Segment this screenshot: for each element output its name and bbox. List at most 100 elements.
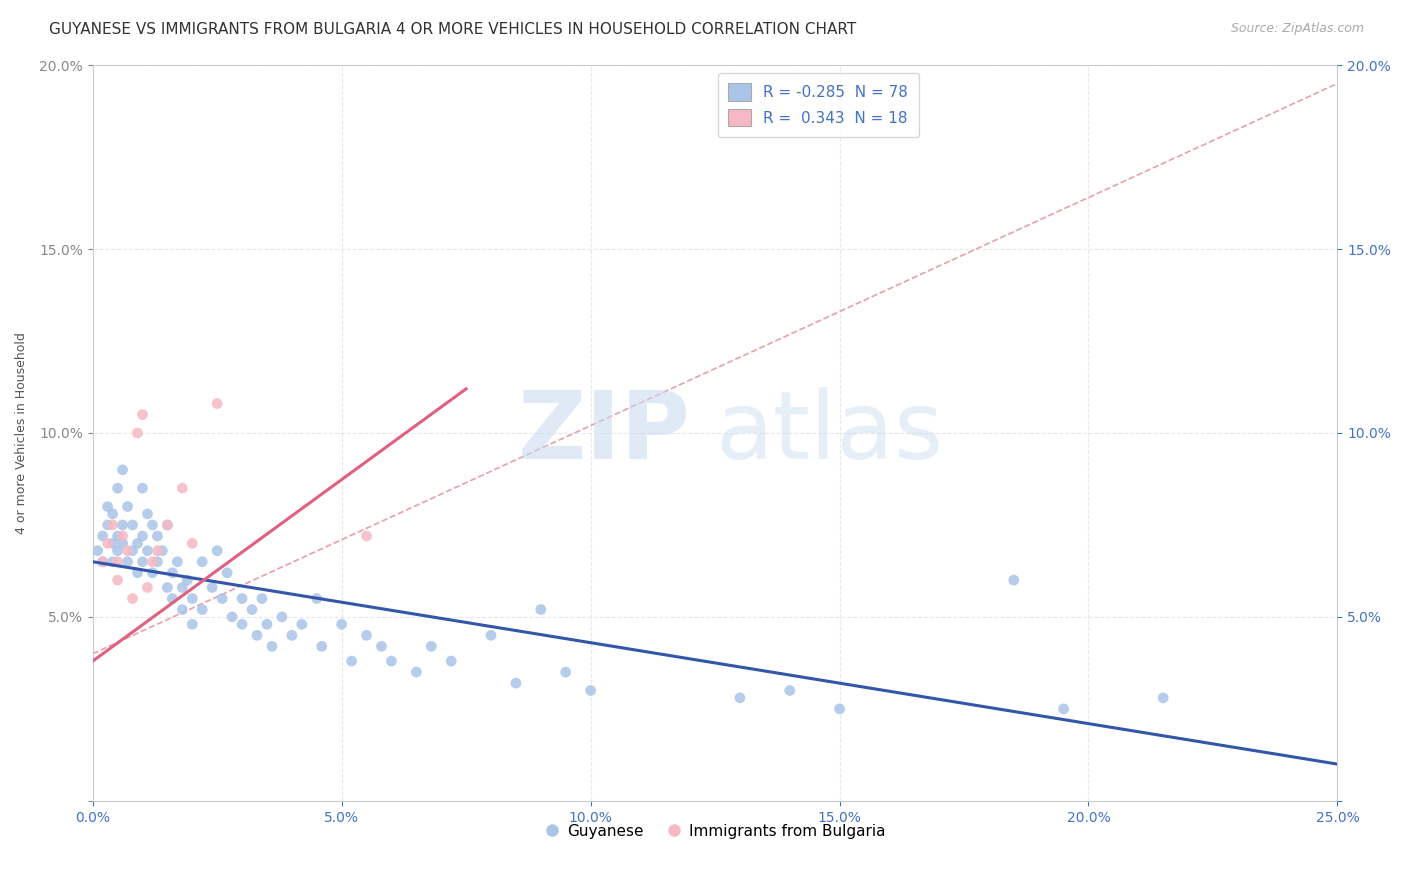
Point (107, 573, 129, 587)
Point (121, 543, 143, 558)
Point (101, 507, 124, 521)
Point (201, 581, 224, 595)
Point (91, 555, 114, 569)
Point (211, 591, 233, 606)
Text: GUYANESE VS IMMIGRANTS FROM BULGARIA 4 OR MORE VEHICLES IN HOUSEHOLD CORRELATION: GUYANESE VS IMMIGRANTS FROM BULGARIA 4 O… (49, 22, 856, 37)
Point (166, 555, 188, 569)
Point (127, 566, 149, 580)
Point (191, 555, 214, 569)
Point (579, 683, 602, 698)
Point (1152, 690, 1174, 705)
Point (97, 500, 120, 514)
Point (330, 617, 353, 632)
Point (217, 566, 239, 580)
Point (146, 555, 169, 569)
Point (131, 529, 153, 543)
Point (111, 536, 134, 550)
Point (141, 555, 163, 569)
Point (101, 518, 124, 533)
Point (111, 518, 134, 533)
Legend: Guyanese, Immigrants from Bulgaria: Guyanese, Immigrants from Bulgaria (538, 818, 891, 845)
Point (136, 507, 159, 521)
Point (111, 529, 134, 543)
Point (554, 665, 576, 679)
Point (291, 617, 314, 632)
Point (101, 555, 124, 569)
Point (181, 591, 204, 606)
Point (156, 518, 179, 533)
Point (205, 396, 228, 410)
Y-axis label: 4 or more Vehicles in Household: 4 or more Vehicles in Household (15, 332, 28, 534)
Point (205, 543, 228, 558)
Point (240, 602, 263, 616)
Point (260, 640, 283, 654)
Point (828, 702, 851, 716)
Point (231, 617, 253, 632)
Point (779, 683, 801, 698)
Point (136, 581, 159, 595)
Point (172, 481, 194, 495)
Point (172, 602, 194, 616)
Point (1052, 702, 1074, 716)
Point (131, 408, 153, 422)
Point (146, 529, 169, 543)
Point (281, 628, 304, 642)
Point (86, 543, 108, 558)
Point (340, 654, 363, 668)
Point (127, 536, 149, 550)
Point (1002, 573, 1025, 587)
Point (181, 536, 204, 550)
Point (156, 518, 179, 533)
Point (97, 518, 120, 533)
Point (107, 555, 129, 569)
Point (311, 640, 333, 654)
Point (97, 536, 120, 550)
Point (250, 591, 273, 606)
Point (156, 581, 179, 595)
Point (101, 536, 124, 550)
Point (380, 654, 402, 668)
Point (728, 690, 751, 705)
Point (305, 591, 328, 606)
Point (162, 591, 184, 606)
Point (420, 640, 443, 654)
Point (191, 602, 214, 616)
Point (530, 602, 553, 616)
Point (440, 654, 463, 668)
Point (127, 425, 149, 440)
Point (131, 555, 153, 569)
Point (356, 628, 378, 642)
Point (136, 543, 159, 558)
Point (121, 518, 143, 533)
Point (91, 529, 114, 543)
Point (181, 617, 204, 632)
Point (370, 640, 392, 654)
Point (91, 555, 114, 569)
Point (131, 481, 153, 495)
Point (505, 676, 527, 690)
Text: atlas: atlas (716, 387, 943, 479)
Point (141, 518, 163, 533)
Point (111, 463, 134, 477)
Point (121, 591, 143, 606)
Point (405, 665, 427, 679)
Point (152, 543, 174, 558)
Point (107, 481, 129, 495)
Point (231, 591, 253, 606)
Point (256, 617, 278, 632)
Text: ZIP: ZIP (517, 387, 690, 479)
Point (107, 543, 129, 558)
Point (270, 610, 292, 624)
Point (117, 555, 139, 569)
Point (246, 628, 269, 642)
Point (172, 581, 194, 595)
Text: Source: ZipAtlas.com: Source: ZipAtlas.com (1230, 22, 1364, 36)
Point (117, 500, 139, 514)
Point (117, 543, 139, 558)
Point (107, 529, 129, 543)
Point (176, 573, 198, 587)
Point (221, 610, 243, 624)
Point (141, 566, 163, 580)
Point (479, 628, 502, 642)
Point (356, 529, 378, 543)
